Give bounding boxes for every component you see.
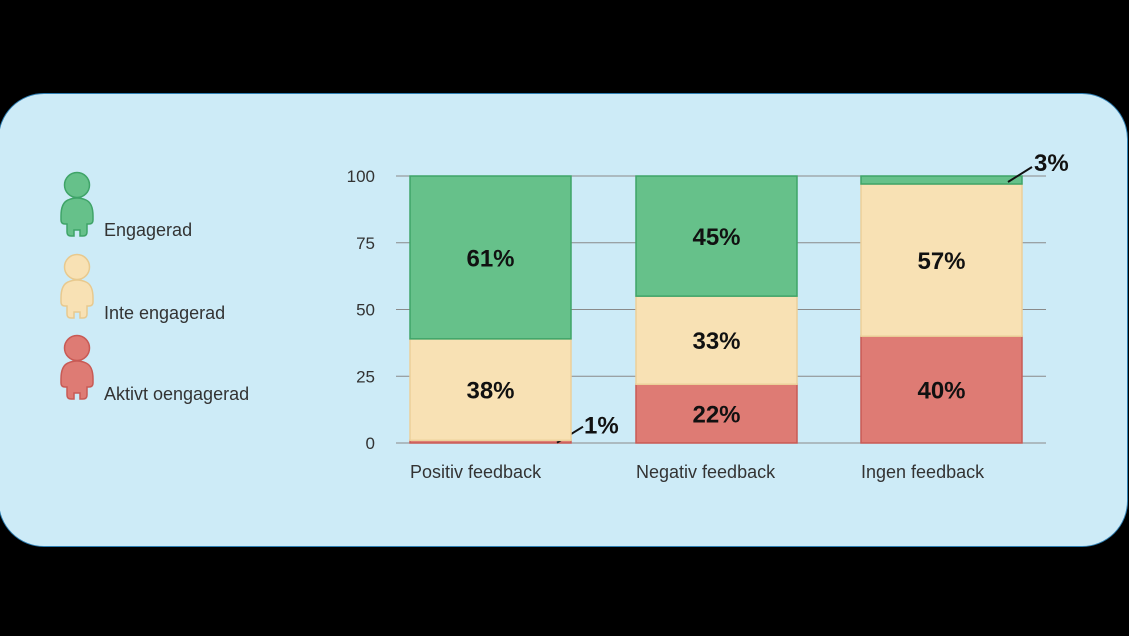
bar-segment: [860, 335, 1023, 444]
data-label: 38%: [466, 378, 514, 405]
callout-line: [1007, 166, 1033, 183]
legend-item-aktivt-oengagerad: Aktivt oengagerad: [56, 333, 249, 408]
x-category-label: Positiv feedback: [410, 462, 542, 482]
bar-segment: [409, 175, 572, 340]
x-category-label: Negativ feedback: [636, 462, 776, 482]
data-label: 40%: [917, 378, 965, 405]
y-tick-label: 75: [356, 234, 375, 253]
legend-label: Engagerad: [104, 220, 193, 240]
data-label: 45%: [692, 224, 740, 251]
legend-label: Aktivt oengagerad: [104, 384, 250, 404]
bar-segment: [860, 183, 1023, 337]
data-label: 61%: [466, 245, 514, 272]
bar-segment: [635, 383, 798, 444]
data-label: 1%: [584, 413, 619, 440]
legend-item-inte-engagerad: Inte engagerad: [56, 252, 225, 327]
data-label: 22%: [692, 402, 740, 429]
bar-segment: [635, 175, 798, 297]
x-category-label: Ingen feedback: [861, 462, 985, 482]
data-label: 57%: [917, 248, 965, 275]
legend-item-engagerad: Engagerad: [56, 170, 192, 245]
y-tick-label: 50: [356, 301, 375, 320]
data-label: 33%: [692, 328, 740, 355]
y-tick-label: 100: [347, 167, 375, 186]
bar-segment: [860, 175, 1023, 185]
y-tick-label: 0: [366, 434, 375, 453]
legend-label: Inte engagerad: [104, 303, 226, 323]
y-tick-label: 25: [356, 367, 375, 386]
person-icon: [60, 171, 94, 237]
bar-segment: [409, 338, 572, 442]
person-icon: [60, 334, 94, 400]
data-label: 3%: [1034, 150, 1069, 177]
person-icon: [60, 253, 94, 319]
